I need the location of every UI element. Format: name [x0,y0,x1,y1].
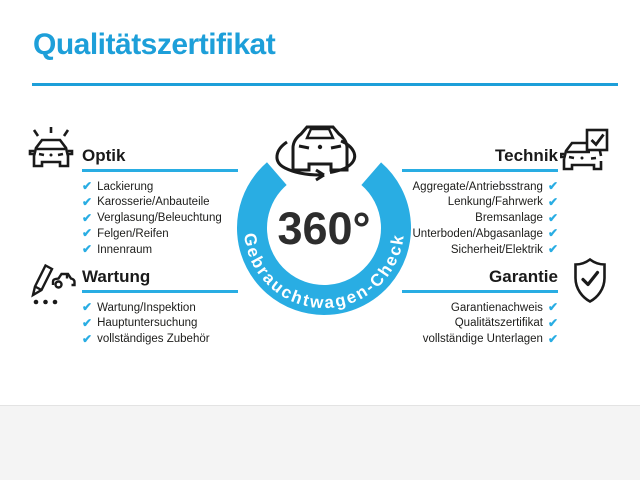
checklist-item-label: Verglasung/Beleuchtung [97,212,222,225]
check-icon [82,211,92,227]
section-heading-optik: Optik [82,146,126,165]
check-icon [82,242,92,258]
checklist-item-label: Sicherheit/Elektrik [450,243,543,256]
checklist-item-label: Wartung/Inspektion [97,301,196,314]
checklist-item: Qualitätszertifikat [402,316,558,332]
checklist-item-label: Hauptuntersuchung [97,317,198,330]
section-garantie: Garantie Garantienachweis Qualitätszerti… [402,268,558,347]
pencil-car-checklist-icon [31,263,76,305]
section-optik: Optik Lackierung Karosserie/Anbauteile V… [82,147,238,258]
checklist-item-label: Garantienachweis [450,301,543,314]
checklist-item: Innenraum [82,242,238,258]
checklist-garantie: Garantienachweis Qualitätszertifikat vol… [402,300,558,347]
page-title: Qualitätszertifikat [33,28,276,61]
check-icon [82,300,92,316]
section-divider [402,290,558,293]
checklist-item-label: Lenkung/Fahrwerk [447,196,543,209]
check-icon [548,316,558,332]
section-technik: Technik Aggregate/Antriebsstrang Lenkung… [402,147,558,258]
section-heading-wartung: Wartung [82,267,151,286]
checklist-wartung: Wartung/Inspektion Hauptuntersuchung vol… [82,300,238,347]
check-icon [548,300,558,316]
section-divider [82,290,238,293]
checklist-item: vollständige Unterlagen [402,332,558,348]
360-degree-badge: Gebrauchtwagen-Check 360° [237,125,411,315]
check-icon [82,226,92,242]
checklist-technik: Aggregate/Antriebsstrang Lenkung/Fahrwer… [402,179,558,258]
checklist-item: Lackierung [82,179,238,195]
check-icon [548,179,558,195]
checklist-item: Lenkung/Fahrwerk [402,195,558,211]
section-heading-garantie: Garantie [489,267,558,286]
check-icon [548,211,558,227]
checklist-item-label: Karosserie/Anbauteile [97,196,210,209]
checklist-item-label: Qualitätszertifikat [454,317,543,330]
checklist-item: vollständiges Zubehör [82,332,238,348]
section-wartung: Wartung Wartung/Inspektion Hauptuntersuc… [82,268,238,347]
checklist-item-label: Bremsanlage [475,212,543,225]
checklist-item: Hauptuntersuchung [82,316,238,332]
check-icon [82,316,92,332]
section-divider [82,169,238,172]
shield-check-icon [574,257,606,303]
checklist-item: Aggregate/Antriebsstrang [402,179,558,195]
sparkling-car-icon [28,127,74,168]
rotating-car-icon [275,125,357,182]
footer: Hülpert in Unna [0,405,640,480]
badge-center-label: 360° [277,203,370,254]
checklist-item: Unterboden/Abgasanlage [402,226,558,242]
check-icon [82,195,92,211]
checklist-item-label: Aggregate/Antriebsstrang [412,180,543,193]
check-icon [82,332,92,348]
checklist-item: Garantienachweis [402,300,558,316]
checklist-item: Felgen/Reifen [82,226,238,242]
checklist-item: Verglasung/Beleuchtung [82,211,238,227]
check-icon [548,226,558,242]
check-icon [548,332,558,348]
checklist-item-label: vollständiges Zubehör [97,333,210,346]
checklist-item: Bremsanlage [402,211,558,227]
checklist-item-label: Lackierung [97,180,154,193]
section-divider [402,169,558,172]
checklist-item-label: Innenraum [97,243,153,256]
checklist-item-label: vollständige Unterlagen [422,333,543,346]
check-icon [82,179,92,195]
check-icon [548,195,558,211]
car-checkbox-icon [560,128,609,171]
title-divider [32,83,618,86]
checklist-optik: Lackierung Karosserie/Anbauteile Verglas… [82,179,238,258]
checklist-item: Karosserie/Anbauteile [82,195,238,211]
check-icon [548,242,558,258]
checklist-item: Wartung/Inspektion [82,300,238,316]
checklist-item-label: Felgen/Reifen [97,227,169,240]
section-heading-technik: Technik [495,146,558,165]
checklist-item: Sicherheit/Elektrik [402,242,558,258]
checklist-item-label: Unterboden/Abgasanlage [412,227,543,240]
